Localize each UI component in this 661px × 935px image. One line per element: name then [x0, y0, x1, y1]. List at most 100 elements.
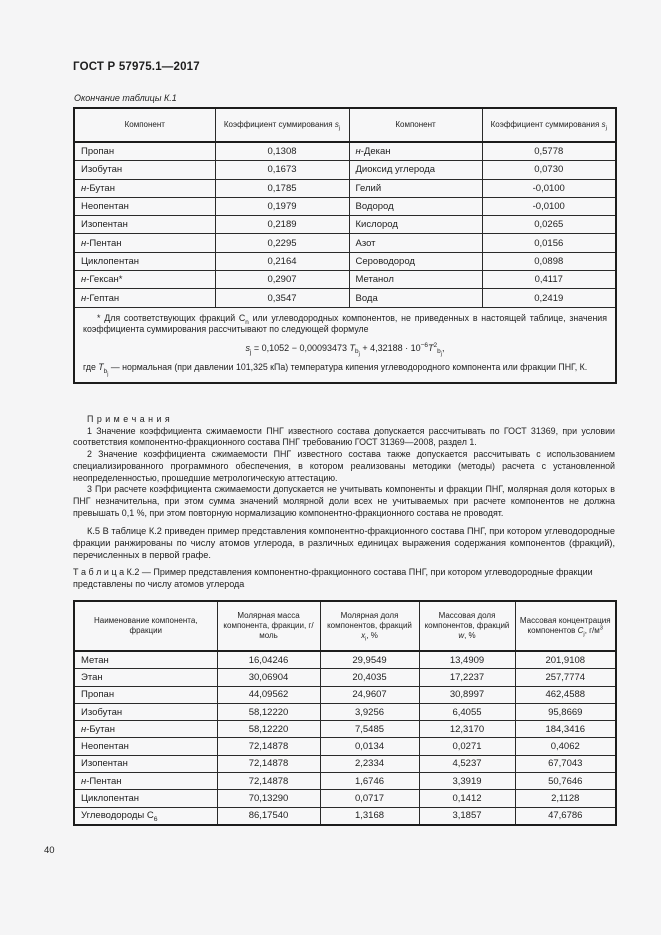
- column-header-mass-fraction: Массовая доля компонентов, фракций w, %: [418, 600, 516, 652]
- component-cell: Циклопентан: [73, 251, 216, 272]
- value-cell: 30,06904: [216, 668, 321, 687]
- table-row: Углеводороды С6 86,17540 1,3168 3,1857 47,67…: [73, 806, 617, 826]
- table-k2-body: Метан 16,04246 29,9549 13,4909 201,9108 Этан 3…: [73, 650, 617, 826]
- component-cell: Этан: [73, 668, 218, 687]
- value-cell: 1,3168: [319, 806, 420, 826]
- footnote-text: * Для соответствующих фракций Сn или угл…: [83, 312, 607, 334]
- table-row: Пропан 0,1308 н-Декан 0,5778: [73, 141, 617, 162]
- component-cell: Водород: [348, 196, 483, 217]
- column-header-molar-fraction: Молярная доля компонентов, фракций xi, %: [319, 600, 420, 652]
- component-cell: Неопентан: [73, 196, 216, 217]
- table-row: Этан 30,06904 20,4035 17,2237 257,7774: [73, 668, 617, 687]
- value-cell: 7,5485: [319, 720, 420, 739]
- value-cell: 2,2334: [319, 754, 420, 774]
- value-cell: 3,9256: [319, 702, 420, 722]
- table-row: Неопентан 0,1979 Водород -0,0100: [73, 196, 617, 217]
- table-k1-body: Пропан 0,1308 н-Декан 0,5778 Изобутан 0,1673 Д…: [73, 141, 617, 308]
- notes-heading: П р и м е ч а н и я: [87, 414, 171, 424]
- section-k5-paragraph: К.5 В таблице К.2 приведен пример предст…: [73, 526, 615, 560]
- footnote-row: * Для соответствующих фракций Сn или угл…: [73, 306, 617, 384]
- value-cell: 47,6786: [514, 806, 617, 826]
- component-cell: Диоксид углерода: [348, 160, 483, 180]
- component-cell: Пропан: [73, 685, 218, 704]
- table-k1-footnote: * Для соответствующих фракций Сn или угл…: [73, 306, 617, 384]
- component-cell: Вода: [348, 288, 483, 308]
- table-header-row: Наименование компонента, фракции Молярна…: [73, 600, 617, 652]
- table-row: н-Гептан 0,3547 Вода 0,2419: [73, 288, 617, 308]
- value-cell: 184,3416: [514, 720, 617, 739]
- value-cell: 0,0156: [481, 233, 617, 253]
- column-header-mass-concentration: Массовая концентрация компонентов Cj, г/…: [514, 600, 617, 652]
- component-cell: н-Бутан: [73, 720, 218, 739]
- component-cell: Азот: [348, 233, 483, 253]
- value-cell: 44,09562: [216, 685, 321, 704]
- value-cell: 0,4062: [514, 737, 617, 756]
- table-row: Изопентан 0,2189 Кислород 0,0265: [73, 215, 617, 235]
- component-cell: н-Гексан*: [73, 270, 216, 290]
- value-cell: 0,3547: [214, 288, 350, 308]
- value-cell: 0,1308: [214, 141, 350, 162]
- value-cell: 0,5778: [481, 141, 617, 162]
- value-cell: 2,1128: [514, 789, 617, 808]
- value-cell: 0,0717: [319, 789, 420, 808]
- value-cell: 67,7043: [514, 754, 617, 774]
- table-row: Изобутан 0,1673 Диоксид углерода 0,0730: [73, 160, 617, 180]
- value-cell: 0,1785: [214, 178, 350, 198]
- note-item-2: 2 Значение коэффициента сжимаемости ПНГ …: [73, 449, 615, 483]
- value-cell: 0,0898: [481, 251, 617, 272]
- component-cell: Сероводород: [348, 251, 483, 272]
- table-row: н-Пентан 72,14878 1,6746 3,3919 50,7646: [73, 772, 617, 791]
- value-cell: 29,9549: [319, 650, 420, 670]
- component-cell: Неопентан: [73, 737, 218, 756]
- component-cell: Метанол: [348, 270, 483, 290]
- column-header-coefficient: Коэффициент суммирования sj: [481, 107, 617, 143]
- column-header-coefficient: Коэффициент суммирования sj: [214, 107, 350, 143]
- value-cell: 0,2419: [481, 288, 617, 308]
- component-cell: Углеводороды С6: [73, 806, 218, 826]
- table-k2-caption: Т а б л и ц а К.2 — Пример представления…: [73, 567, 593, 589]
- table-row: Изобутан 58,12220 3,9256 6,4055 95,8669: [73, 702, 617, 722]
- value-cell: 3,3919: [418, 772, 516, 791]
- value-cell: 0,1412: [418, 789, 516, 808]
- value-cell: 95,8669: [514, 702, 617, 722]
- value-cell: -0,0100: [481, 178, 617, 198]
- table-row: Метан 16,04246 29,9549 13,4909 201,9108: [73, 650, 617, 670]
- column-header-name: Наименование компонента, фракции: [73, 600, 218, 652]
- value-cell: 3,1857: [418, 806, 516, 826]
- value-cell: 0,2295: [214, 233, 350, 253]
- value-cell: 201,9108: [514, 650, 617, 670]
- component-cell: Изопентан: [73, 215, 216, 235]
- value-cell: 0,0265: [481, 215, 617, 235]
- table-row: н-Бутан 0,1785 Гелий -0,0100: [73, 178, 617, 198]
- table-row: Неопентан 72,14878 0,0134 0,0271 0,4062: [73, 737, 617, 756]
- component-cell: Метан: [73, 650, 218, 670]
- value-cell: 0,0134: [319, 737, 420, 756]
- value-cell: 17,2237: [418, 668, 516, 687]
- footnote-where-clause: где Tbj — нормальная (при давлении 101,3…: [83, 361, 588, 377]
- note-item-3: 3 При расчете коэффициента сжимаемости д…: [73, 484, 615, 518]
- doc-code: ГОСТ Р 57975.1—2017: [73, 61, 200, 73]
- component-cell: Изопентан: [73, 754, 218, 774]
- component-cell: н-Пентан: [73, 772, 218, 791]
- value-cell: 0,2164: [214, 251, 350, 272]
- value-cell: 13,4909: [418, 650, 516, 670]
- value-cell: 0,1673: [214, 160, 350, 180]
- value-cell: 50,7646: [514, 772, 617, 791]
- value-cell: -0,0100: [481, 196, 617, 217]
- table-row: н-Пентан 0,2295 Азот 0,0156: [73, 233, 617, 253]
- value-cell: 58,12220: [216, 702, 321, 722]
- column-header-molar-mass: Молярная масса компонента, фракции, г/мо…: [216, 600, 321, 652]
- component-cell: Кислород: [348, 215, 483, 235]
- value-cell: 0,2189: [214, 215, 350, 235]
- column-header-component: Компонент: [73, 107, 216, 143]
- value-cell: 72,14878: [216, 772, 321, 791]
- summation-coefficient-formula: sj = 0,1052 − 0,00093473 Tbj + 4,32188 ·…: [245, 341, 445, 358]
- value-cell: 0,2907: [214, 270, 350, 290]
- value-cell: 70,13290: [216, 789, 321, 808]
- table-k1-header: Компонент Коэффициент суммирования sj Ко…: [73, 107, 617, 143]
- table-k1-continuation-caption: Окончание таблицы К.1: [74, 93, 177, 103]
- component-cell: н-Пентан: [73, 233, 216, 253]
- table-k1: Компонент Коэффициент суммирования sj Ко…: [73, 107, 617, 384]
- value-cell: 24,9607: [319, 685, 420, 704]
